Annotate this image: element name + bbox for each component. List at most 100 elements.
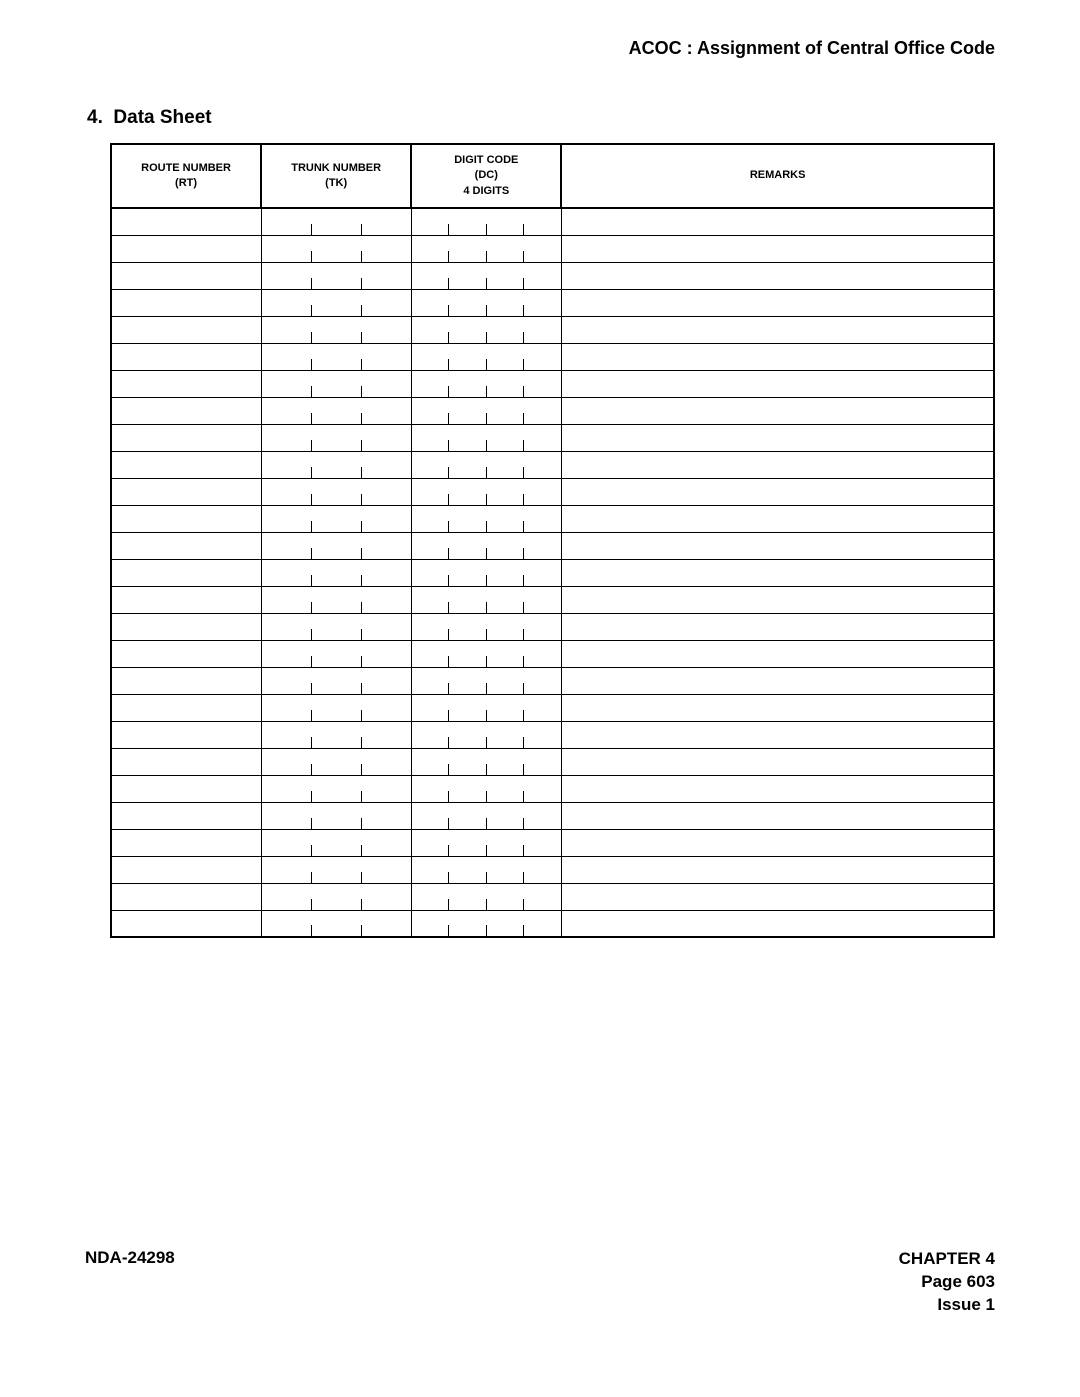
cell-rm [561, 316, 994, 343]
table-row [111, 505, 994, 532]
cell-tk [261, 208, 411, 235]
cell-dc [411, 370, 561, 397]
footer-page: Page 603 [899, 1271, 995, 1294]
cell-rm [561, 289, 994, 316]
cell-tk [261, 613, 411, 640]
table-row [111, 316, 994, 343]
table-row [111, 748, 994, 775]
cell-rt [111, 397, 261, 424]
cell-dc [411, 343, 561, 370]
cell-tk [261, 748, 411, 775]
col-header-rt: ROUTE NUMBER (RT) [111, 144, 261, 208]
cell-dc [411, 316, 561, 343]
cell-rt [111, 208, 261, 235]
cell-rt [111, 289, 261, 316]
cell-rm [561, 451, 994, 478]
cell-rt [111, 424, 261, 451]
cell-rt [111, 748, 261, 775]
col-header-tk-l1: TRUNK NUMBER [291, 162, 381, 174]
cell-tk [261, 883, 411, 910]
cell-tk [261, 289, 411, 316]
cell-rm [561, 775, 994, 802]
cell-rt [111, 721, 261, 748]
cell-rt [111, 316, 261, 343]
cell-dc [411, 748, 561, 775]
table-row [111, 532, 994, 559]
col-header-tk: TRUNK NUMBER (TK) [261, 144, 411, 208]
table-row [111, 802, 994, 829]
cell-rt [111, 532, 261, 559]
cell-dc [411, 424, 561, 451]
cell-dc [411, 829, 561, 856]
cell-dc [411, 262, 561, 289]
cell-rt [111, 640, 261, 667]
col-header-rm-l1: REMARKS [750, 169, 806, 181]
table-row [111, 694, 994, 721]
cell-rm [561, 532, 994, 559]
cell-dc [411, 505, 561, 532]
table-row [111, 262, 994, 289]
cell-dc [411, 532, 561, 559]
cell-rm [561, 883, 994, 910]
cell-dc [411, 613, 561, 640]
table-row [111, 667, 994, 694]
cell-tk [261, 802, 411, 829]
cell-dc [411, 856, 561, 883]
cell-tk [261, 235, 411, 262]
doc-header-title: ACOC : Assignment of Central Office Code [85, 38, 995, 59]
table-row [111, 370, 994, 397]
cell-tk [261, 775, 411, 802]
footer-right-block: CHAPTER 4 Page 603 Issue 1 [899, 1248, 995, 1317]
cell-rm [561, 640, 994, 667]
cell-dc [411, 559, 561, 586]
cell-rm [561, 478, 994, 505]
table-row [111, 856, 994, 883]
cell-rt [111, 667, 261, 694]
cell-dc [411, 397, 561, 424]
cell-dc [411, 451, 561, 478]
data-sheet-table: ROUTE NUMBER (RT) TRUNK NUMBER (TK) DIGI… [110, 143, 995, 938]
table-header-row: ROUTE NUMBER (RT) TRUNK NUMBER (TK) DIGI… [111, 144, 994, 208]
table-row [111, 343, 994, 370]
cell-tk [261, 559, 411, 586]
table-row [111, 775, 994, 802]
cell-tk [261, 478, 411, 505]
section-name: Data Sheet [113, 107, 211, 128]
table-row [111, 721, 994, 748]
col-header-rt-l2: (RT) [175, 177, 197, 189]
cell-tk [261, 829, 411, 856]
cell-tk [261, 640, 411, 667]
cell-rt [111, 505, 261, 532]
cell-dc [411, 667, 561, 694]
cell-dc [411, 775, 561, 802]
cell-rm [561, 370, 994, 397]
cell-tk [261, 856, 411, 883]
table-row [111, 289, 994, 316]
cell-rt [111, 451, 261, 478]
page-footer: NDA-24298 CHAPTER 4 Page 603 Issue 1 [85, 1248, 995, 1317]
cell-dc [411, 910, 561, 937]
cell-tk [261, 505, 411, 532]
col-header-dc-l2: (DC) [475, 169, 498, 181]
cell-rt [111, 883, 261, 910]
footer-doc-id: NDA-24298 [85, 1248, 175, 1268]
table-row [111, 208, 994, 235]
cell-dc [411, 640, 561, 667]
cell-rm [561, 235, 994, 262]
section-number: 4. [87, 107, 103, 128]
table-body [111, 208, 994, 937]
cell-rm [561, 505, 994, 532]
cell-dc [411, 208, 561, 235]
cell-rm [561, 424, 994, 451]
col-header-dc: DIGIT CODE (DC) 4 DIGITS [411, 144, 561, 208]
table-row [111, 586, 994, 613]
cell-dc [411, 883, 561, 910]
cell-rm [561, 856, 994, 883]
cell-tk [261, 910, 411, 937]
cell-tk [261, 370, 411, 397]
cell-rt [111, 559, 261, 586]
cell-rt [111, 370, 261, 397]
cell-rm [561, 397, 994, 424]
cell-rm [561, 208, 994, 235]
cell-tk [261, 667, 411, 694]
